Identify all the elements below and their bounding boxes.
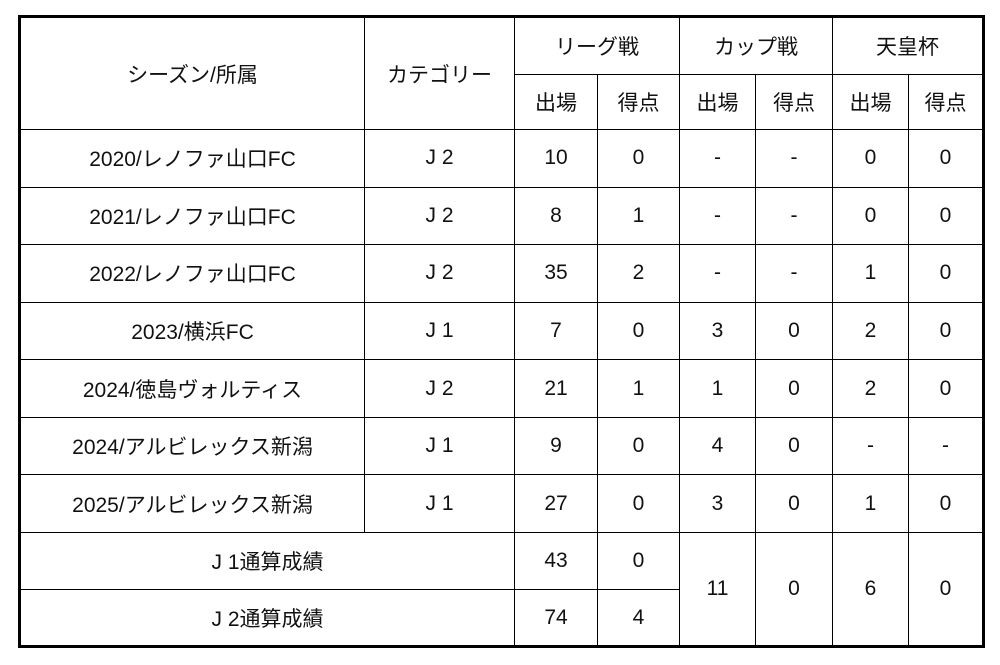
emperor-goals-cell: 0 [908, 474, 984, 533]
cup-goals-cell: 0 [755, 474, 833, 533]
totals-emperor-apps: 6 [832, 532, 909, 647]
emperor-goals-cell: - [908, 416, 984, 476]
cup-apps-cell: 4 [679, 416, 756, 476]
league-goals-cell: 1 [597, 186, 680, 246]
season-cell: 2023/横浜FC [19, 301, 365, 361]
totals-j1-league-goals: 0 [597, 532, 680, 590]
cup-apps-cell: 1 [679, 359, 756, 418]
table-row: 2021/レノファ山口FC J 2 8 1 - - 0 0 [19, 186, 984, 246]
cup-apps-cell: - [679, 244, 756, 303]
header-cell-league-goals: 得点 [597, 74, 680, 130]
category-cell: J 2 [364, 359, 515, 418]
league-goals-cell: 2 [597, 244, 680, 303]
totals-cup-goals: 0 [755, 532, 833, 647]
header-cell-league: リーグ戦 [514, 16, 680, 75]
header-cell-cup: カップ戦 [679, 16, 833, 75]
totals-j2-league-goals: 4 [597, 589, 680, 647]
totals-cup-apps: 11 [679, 532, 756, 647]
cup-goals-cell: 0 [755, 359, 833, 418]
emperor-goals-cell: 0 [908, 129, 984, 188]
table-row: 2022/レノファ山口FC J 2 35 2 - - 1 0 [19, 244, 984, 303]
emperor-goals-cell: 0 [908, 301, 984, 361]
header-cell-league-apps: 出場 [514, 74, 598, 130]
emperor-apps-cell: 2 [832, 301, 909, 361]
league-apps-cell: 7 [514, 301, 598, 361]
season-cell: 2022/レノファ山口FC [19, 244, 365, 303]
emperor-goals-cell: 0 [908, 244, 984, 303]
league-goals-cell: 0 [597, 129, 680, 188]
season-cell: 2025/アルビレックス新潟 [19, 474, 365, 533]
emperor-apps-cell: 1 [832, 244, 909, 303]
league-goals-cell: 0 [597, 301, 680, 361]
cup-apps-cell: 3 [679, 474, 756, 533]
league-goals-cell: 0 [597, 416, 680, 476]
header-cell-category: カテゴリー [364, 16, 515, 130]
header-cell-emperor: 天皇杯 [832, 16, 984, 75]
totals-j2-league-apps: 74 [514, 589, 598, 647]
emperor-apps-cell: 0 [832, 186, 909, 246]
league-apps-cell: 9 [514, 416, 598, 476]
category-cell: J 1 [364, 416, 515, 476]
emperor-apps-cell: 1 [832, 474, 909, 533]
header-row-groups: シーズン/所属 カテゴリー リーグ戦 カップ戦 天皇杯 [19, 16, 984, 130]
category-cell: J 2 [364, 244, 515, 303]
totals-j1-league-apps: 43 [514, 532, 598, 590]
season-cell: 2020/レノファ山口FC [19, 129, 365, 188]
table-row: 2024/アルビレックス新潟 J 1 9 0 4 0 - - [19, 416, 984, 476]
league-apps-cell: 8 [514, 186, 598, 246]
season-cell: 2024/アルビレックス新潟 [19, 416, 365, 476]
season-cell: 2021/レノファ山口FC [19, 186, 365, 246]
table-row: 2020/レノファ山口FC J 2 10 0 - - 0 0 [19, 129, 984, 188]
league-apps-cell: 27 [514, 474, 598, 533]
league-apps-cell: 10 [514, 129, 598, 188]
totals-row-j1: J 1通算成績 43 0 11 0 6 0 [19, 532, 984, 647]
category-cell: J 2 [364, 186, 515, 246]
header-cell-season: シーズン/所属 [19, 16, 365, 130]
category-cell: J 1 [364, 301, 515, 361]
season-cell: 2024/徳島ヴォルティス [19, 359, 365, 418]
table-row: 2025/アルビレックス新潟 J 1 27 0 3 0 1 0 [19, 474, 984, 533]
totals-label-j2: J 2通算成績 [19, 589, 515, 647]
category-cell: J 1 [364, 474, 515, 533]
header-cell-cup-goals: 得点 [755, 74, 833, 130]
emperor-goals-cell: 0 [908, 186, 984, 246]
emperor-goals-cell: 0 [908, 359, 984, 418]
header-row-subs: 出場 得点 出場 得点 出場 得点 [20, 74, 984, 130]
table-row: 2024/徳島ヴォルティス J 2 21 1 1 0 2 0 [19, 359, 984, 418]
career-stats-table: シーズン/所属 カテゴリー リーグ戦 カップ戦 天皇杯 出場 得点 出場 得点 … [18, 15, 985, 648]
cup-goals-cell: 0 [755, 301, 833, 361]
emperor-apps-cell: - [832, 416, 909, 476]
league-goals-cell: 1 [597, 359, 680, 418]
cup-goals-cell: - [755, 186, 833, 246]
cup-apps-cell: - [679, 129, 756, 188]
emperor-apps-cell: 2 [832, 359, 909, 418]
cup-apps-cell: - [679, 186, 756, 246]
league-apps-cell: 21 [514, 359, 598, 418]
cup-goals-cell: - [755, 244, 833, 303]
emperor-apps-cell: 0 [832, 129, 909, 188]
cup-goals-cell: 0 [755, 416, 833, 476]
header-cell-emperor-goals: 得点 [908, 74, 984, 130]
cup-apps-cell: 3 [679, 301, 756, 361]
table-row: 2023/横浜FC J 1 7 0 3 0 2 0 [19, 301, 984, 361]
header-cell-emperor-apps: 出場 [832, 74, 909, 130]
league-goals-cell: 0 [597, 474, 680, 533]
league-apps-cell: 35 [514, 244, 598, 303]
cup-goals-cell: - [755, 129, 833, 188]
totals-emperor-goals: 0 [908, 532, 984, 647]
header-cell-cup-apps: 出場 [679, 74, 756, 130]
category-cell: J 2 [364, 129, 515, 188]
totals-row-j2: J 2通算成績 74 4 [19, 589, 984, 647]
totals-label-j1: J 1通算成績 [19, 532, 515, 590]
